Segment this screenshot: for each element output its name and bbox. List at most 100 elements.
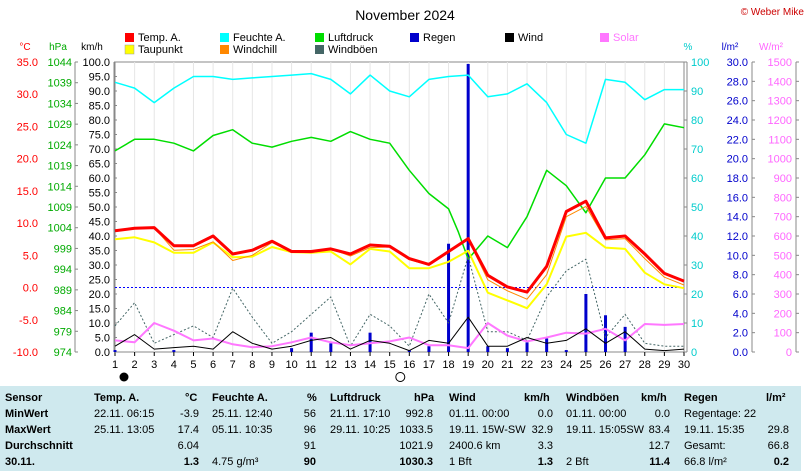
kmh-tick-label: 100.0 [82,57,110,69]
kmh-tick-label: 70.0 [89,144,110,156]
celsius-tick-label: 15.0 [17,186,38,198]
stats-cell-temp-val: 1.3 [183,456,199,468]
celsius-tick-label: -10.0 [13,347,38,359]
legend-swatch-windchill [220,45,229,54]
x-tick-label: 13 [344,359,356,371]
hpa-tick-label: 1044 [48,57,72,69]
lm2-tick-label: 8.0 [733,270,748,282]
rain-bar [113,350,117,352]
stats-header-humidity: Feuchte A. [212,392,268,404]
stats-cell-wind-val: 3.3 [537,440,553,452]
kmh-tick-label: 50.0 [89,202,110,214]
x-tick-label: 29 [658,359,670,371]
stats-cell-wind-time: 1 Bft [449,456,472,468]
stats-header-temp: Temp. A. [94,392,140,404]
stats-cell-press-val: 1033.5 [399,424,433,436]
x-tick-label: 2 [132,359,138,371]
stats-header-temp-unit: °C [185,392,198,404]
stats-cell-wind-time: 01.11. 00:00 [449,408,510,420]
lm2-tick-label: 30.0 [727,57,748,69]
wm2-tick-label: 300 [774,289,792,301]
percent-tick-label: 20 [691,289,703,301]
wm2-tick-label: 600 [774,231,792,243]
legend-item-humidity: Feuchte A. [220,32,286,44]
wm2-tick-label: 1400 [768,76,792,88]
lm2-tick-label: 2.0 [733,328,748,340]
legend-label-solar: Solar [613,32,639,44]
legend-swatch-wind [505,33,514,42]
chart-title: November 2024 [355,7,455,23]
stats-cell-rain-val: 29.8 [767,424,789,436]
stats-cell-rain-text: Regentage: 22 [684,408,757,420]
x-tick-label: 12 [325,359,337,371]
hpa-tick-label: 1029 [48,119,72,131]
x-tick-label: 14 [364,359,376,371]
wm2-unit: W/m² [759,42,784,53]
stats-cell-gust-val: 0.0 [654,408,670,420]
legend-label-dewpoint: Taupunkt [138,44,183,56]
series-line-luftdruck [114,123,685,260]
legend-swatch-humidity [220,33,229,42]
x-tick-label: 1 [112,359,118,371]
legend-label-gusts: Windböen [328,44,378,56]
new-moon-marker [119,372,129,382]
celsius-tick-label: 30.0 [17,89,38,101]
stats-table: Sensor Temp. A. °C Feuchte A. % Luftdruc… [0,386,801,471]
percent-tick-label: 70 [691,144,703,156]
wm2-tick-label: 400 [774,270,792,282]
wm2-tick-label: 0 [786,347,792,359]
hpa-tick-label: 989 [54,285,72,297]
celsius-tick-label: 35.0 [17,57,38,69]
legend-label-temp: Temp. A. [138,32,181,44]
celsius-tick-label: 20.0 [17,154,38,166]
rain-bar [545,338,549,352]
hpa-tick-label: 1019 [48,161,72,173]
stats-cell-rain-text: Gesamt: [684,440,726,452]
legend-swatch-dewpoint [124,44,135,55]
x-tick-label: 25 [580,359,592,371]
hpa-tick-label: 1009 [48,202,72,214]
stats-header-pressure-unit: hPa [414,392,435,404]
hpa-tick-label: 979 [54,326,72,338]
x-tick-label: 7 [230,359,236,371]
percent-tick-label: 30 [691,260,703,272]
percent-unit: % [684,42,693,53]
percent-tick-label: 100 [691,57,709,69]
weather-chart: November 2024 © Weber Mike Temp. A. Feuc… [13,7,804,382]
legend-item-wind: Wind [505,32,543,44]
legend-item-solar: Solar [600,32,639,44]
hpa-unit: hPa [49,42,67,53]
stats-cell-humid-val: 91 [303,440,316,452]
celsius-tick-label: -5.0 [19,315,38,327]
rain-bar [466,63,470,352]
series [113,63,685,352]
wm2-tick-label: 1000 [768,154,792,166]
stats-cell-wind-time: 2400.6 km [449,440,501,452]
stats-cell-label: 30.11. [5,456,35,468]
stats-cell-temp-time: 22.11. 06:15 [94,408,155,420]
x-tick-label: 30 [678,359,690,371]
stats-cell-humid-time: 05.11. 10:35 [212,424,273,436]
stats-cell-rain-val: 66.8 [767,440,789,452]
x-tick-label: 6 [210,359,216,371]
legend-item-pressure: Luftdruck [315,32,374,44]
percent-tick-label: 0 [691,347,697,359]
x-tick-label: 24 [560,359,572,371]
stats-cell-humid-val: 56 [303,408,316,420]
stats-cell-press-val: 1021.9 [399,440,433,452]
hpa-tick-label: 984 [54,306,72,318]
stats-cell-gust-time: 2 Bft [566,456,589,468]
stats-cell-press-val: 992.8 [405,408,433,420]
stats-header-gusts-unit: km/h [641,392,667,404]
stats-cell-wind-time: 19.11. 15W-SW [449,424,526,436]
kmh-tick-label: 35.0 [89,246,110,258]
rain-bar [290,348,294,352]
series-line-temp-a [114,199,685,294]
kmh-tick-label: 0.0 [95,347,110,359]
wm2-tick-label: 100 [774,328,792,340]
wm2-tick-label: 1100 [768,134,792,146]
celsius-tick-label: 10.0 [17,218,38,230]
celsius-tick-label: 5.0 [23,250,38,262]
stats-cell-temp-val: 6.04 [177,440,199,452]
rain-bar [564,350,568,352]
